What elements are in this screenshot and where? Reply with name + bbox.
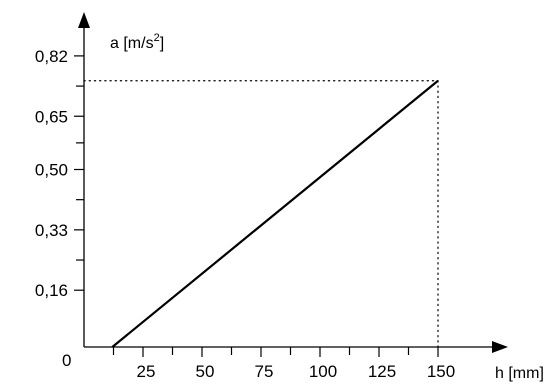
y-axis-label-superscript: 2 [154, 32, 160, 44]
y-tick-label: 0,65 [35, 107, 68, 126]
data-line [111, 79, 439, 348]
x-tick-label: 50 [196, 362, 215, 381]
y-tick-label: 0,16 [35, 281, 68, 300]
origin-label: 0 [62, 351, 71, 370]
axes [78, 12, 508, 353]
y-axis-label: a [m/s2] [110, 32, 164, 52]
x-tick-label: 100 [309, 362, 337, 381]
y-tick-label: 0,82 [35, 47, 68, 66]
axis-ticks: 25 50 75 100 125 150 0,16 0,33 0,50 0,65 0,82 [35, 47, 455, 381]
data-series [111, 79, 439, 348]
y-axis-arrow-icon [78, 12, 90, 28]
reference-guides [83, 80, 439, 348]
x-axis-label: h [mm] [495, 365, 544, 382]
y-tick-label: 0,50 [35, 161, 68, 180]
x-tick-label: 125 [368, 362, 396, 381]
y-axis-label-close: ] [160, 35, 164, 52]
axis-labels: 0 a [m/s2] h [mm] [62, 32, 544, 382]
y-axis-label-main: a [m/s [110, 35, 154, 52]
x-tick-label: 25 [137, 362, 156, 381]
x-tick-label: 150 [427, 362, 455, 381]
x-tick-label: 75 [255, 362, 274, 381]
y-tick-label: 0,33 [35, 221, 68, 240]
x-axis-arrow-icon [492, 341, 508, 353]
